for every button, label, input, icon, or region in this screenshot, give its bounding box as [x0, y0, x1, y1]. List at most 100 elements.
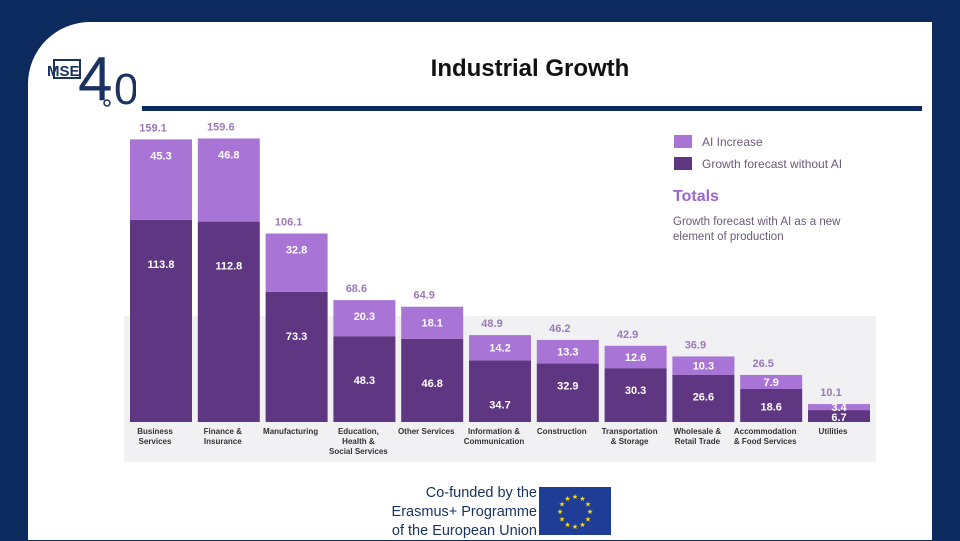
- category-tick-label: Accommodation: [734, 427, 797, 436]
- eu-funding-footer: Co-funded by the Erasmus+ Programme of t…: [362, 477, 624, 540]
- data-label-total: 46.2: [549, 323, 570, 335]
- category-tick-label: Other Services: [398, 427, 455, 436]
- eu-star-icon: ★: [564, 521, 570, 529]
- bar-ai-increase: [808, 404, 870, 411]
- eu-star-icon: ★: [559, 516, 565, 524]
- data-label-total: 68.6: [346, 283, 367, 295]
- bar-ai-increase: [672, 356, 735, 375]
- bar-ai-increase: [740, 374, 803, 389]
- data-label-ai-increase: 20.3: [354, 311, 375, 323]
- category-tick-label: Business: [137, 427, 173, 436]
- data-label-growth-forecast: 32.9: [557, 381, 578, 393]
- data-label-growth-forecast: 48.3: [354, 375, 375, 387]
- bar-ai-increase: [197, 138, 260, 222]
- data-label-growth-forecast: 18.6: [760, 401, 781, 413]
- svg-text:4: 4: [78, 45, 112, 112]
- data-label-total: 106.1: [275, 217, 303, 229]
- category-tick-label: Education,: [338, 427, 379, 436]
- legend-swatch-ai-increase: [674, 135, 692, 148]
- category-tick-label: Health &: [342, 437, 375, 446]
- eu-star-icon: ★: [585, 501, 591, 509]
- category-tick-label: Wholesale &: [674, 427, 722, 436]
- eu-funding-line2: Erasmus+ Programme: [391, 504, 537, 520]
- eu-star-icon: ★: [564, 495, 570, 503]
- bar-growth-forecast: [401, 338, 464, 422]
- category-tick-label: Manufacturing: [263, 427, 318, 436]
- bar-growth-forecast: [808, 410, 870, 422]
- chart-legend: AI Increase Growth forecast without AI T…: [673, 135, 842, 243]
- data-label-ai-increase: 32.8: [286, 245, 307, 257]
- bar-growth-forecast: [130, 219, 192, 422]
- slide-title: Industrial Growth: [430, 55, 630, 82]
- eu-star-icon: ★: [579, 521, 585, 529]
- data-label-total: 159.6: [207, 121, 235, 133]
- eu-star-icon: ★: [587, 508, 593, 516]
- data-label-total: 159.1: [139, 122, 167, 134]
- data-label-growth-forecast: 46.8: [421, 378, 442, 390]
- bar-growth-forecast: [672, 374, 735, 422]
- svg-text:0: 0: [114, 65, 136, 112]
- bar-growth-forecast: [536, 363, 599, 422]
- eu-star-icon: ★: [572, 523, 578, 531]
- data-label-growth-forecast: 34.7: [489, 399, 510, 411]
- eu-star-icon: ★: [585, 516, 591, 524]
- eu-star-icon: ★: [559, 501, 565, 509]
- category-tick-label: & Storage: [611, 437, 649, 446]
- bar-growth-forecast: [333, 336, 396, 422]
- bar-ai-increase: [401, 306, 464, 339]
- bar-ai-increase: [130, 139, 192, 220]
- data-label-total: 42.9: [617, 329, 638, 341]
- data-label-ai-increase: 10.3: [693, 361, 714, 373]
- eu-star-icon: ★: [572, 493, 578, 501]
- data-label-ai-increase: 3.4: [831, 402, 847, 414]
- bar-ai-increase: [604, 345, 667, 369]
- data-label-total: 26.5: [752, 358, 773, 370]
- data-label-growth-forecast: 26.6: [693, 392, 714, 404]
- bar-growth-forecast: [265, 291, 328, 422]
- legend-label-growth-forecast: Growth forecast without AI: [702, 157, 842, 171]
- bar-ai-increase: [536, 339, 599, 364]
- data-label-growth-forecast: 73.3: [286, 331, 307, 343]
- data-label-total: 64.9: [413, 290, 434, 302]
- category-tick-label: Social Services: [329, 447, 388, 456]
- legend-label-ai-increase: AI Increase: [702, 135, 763, 149]
- mse-logo-icon: MSE 4 0: [47, 45, 136, 112]
- data-label-total: 48.9: [481, 318, 502, 330]
- data-label-ai-increase: 13.3: [557, 347, 578, 359]
- eu-star-icon: ★: [557, 508, 563, 516]
- legend-totals-note-line1: Growth forecast with AI as a new: [673, 216, 841, 228]
- category-tick-label: Finance &: [204, 427, 242, 436]
- title-divider: [142, 106, 922, 111]
- bar-ai-increase: [333, 300, 396, 337]
- data-label-ai-increase: 18.1: [421, 318, 442, 330]
- bar-growth-forecast: [740, 388, 803, 422]
- data-label-ai-increase: 14.2: [489, 343, 510, 355]
- category-tick-label: Insurance: [204, 437, 242, 446]
- legend-swatch-growth-forecast: [674, 157, 692, 170]
- data-label-total: 36.9: [685, 339, 706, 351]
- eu-funding-text: Co-funded by the Erasmus+ Programme of t…: [372, 484, 537, 541]
- category-tick-label: Transportation: [602, 427, 658, 436]
- eu-funding-line3: of the European Union: [391, 523, 537, 539]
- bar-ai-increase: [469, 335, 531, 361]
- category-tick-label: Communication: [464, 437, 525, 446]
- data-label-ai-increase: 7.9: [764, 377, 779, 389]
- data-label-growth-forecast: 113.8: [148, 259, 175, 271]
- legend-totals-note-line2: element of production: [673, 231, 784, 243]
- category-tick-label: & Food Services: [734, 437, 797, 446]
- data-label-ai-increase: 45.3: [150, 150, 171, 162]
- category-tick-label: Retail Trade: [675, 437, 721, 446]
- data-label-ai-increase: 12.6: [625, 352, 646, 364]
- eu-star-icon: ★: [579, 495, 585, 503]
- eu-flag-icon: ★ ★★★★★★★★★★★: [539, 487, 611, 535]
- category-tick-label: Information &: [468, 427, 520, 436]
- legend-totals-heading: Totals: [673, 188, 719, 205]
- category-tick-label: Services: [139, 437, 172, 446]
- category-tick-label: Utilities: [819, 427, 848, 436]
- data-label-growth-forecast: 30.3: [625, 385, 646, 397]
- svg-text:MSE: MSE: [47, 63, 80, 80]
- bar-growth-forecast: [469, 360, 531, 422]
- data-label-total: 10.1: [820, 387, 841, 399]
- bar-ai-increase: [265, 233, 328, 292]
